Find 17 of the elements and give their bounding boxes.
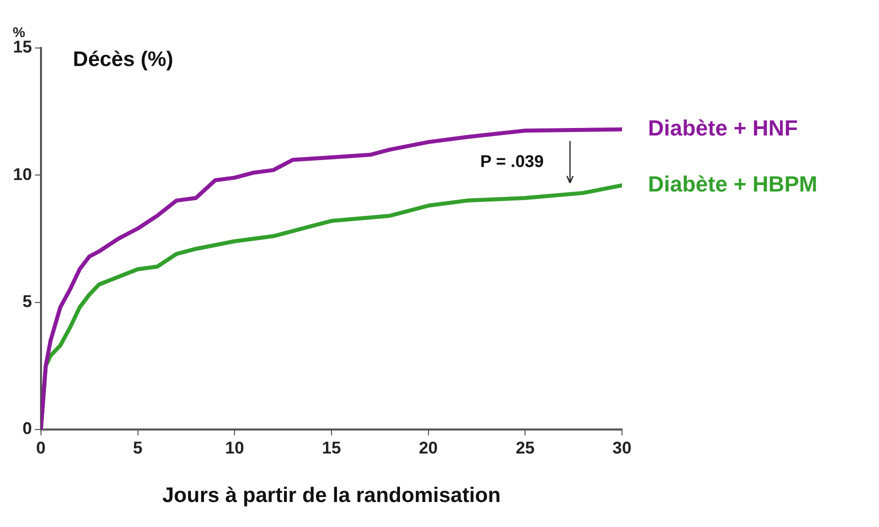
x-tick-label: 5 (133, 438, 142, 458)
x-tick-label: 10 (225, 438, 244, 458)
x-tick-label: 20 (418, 438, 438, 458)
x-axis-title: Jours à partir de la randomisation (162, 484, 501, 508)
y-tick-label: 0 (22, 419, 32, 438)
x-tick-label: 15 (322, 438, 341, 458)
annotation: P = .039 (480, 152, 544, 172)
y-tick-label: 15 (12, 38, 32, 57)
y-tick-label: 5 (22, 292, 32, 311)
x-tick-label: 0 (36, 438, 46, 458)
x-tick-label: 25 (516, 438, 535, 458)
chart-title: Décès (%) (72, 48, 174, 71)
y-axis-title: % (12, 24, 26, 40)
series-label: Diabète + HNF (648, 115, 798, 140)
y-tick-label: 10 (12, 164, 32, 184)
series-label: Diabète + HBPM (648, 171, 818, 196)
x-tick-label: 30 (612, 438, 632, 458)
